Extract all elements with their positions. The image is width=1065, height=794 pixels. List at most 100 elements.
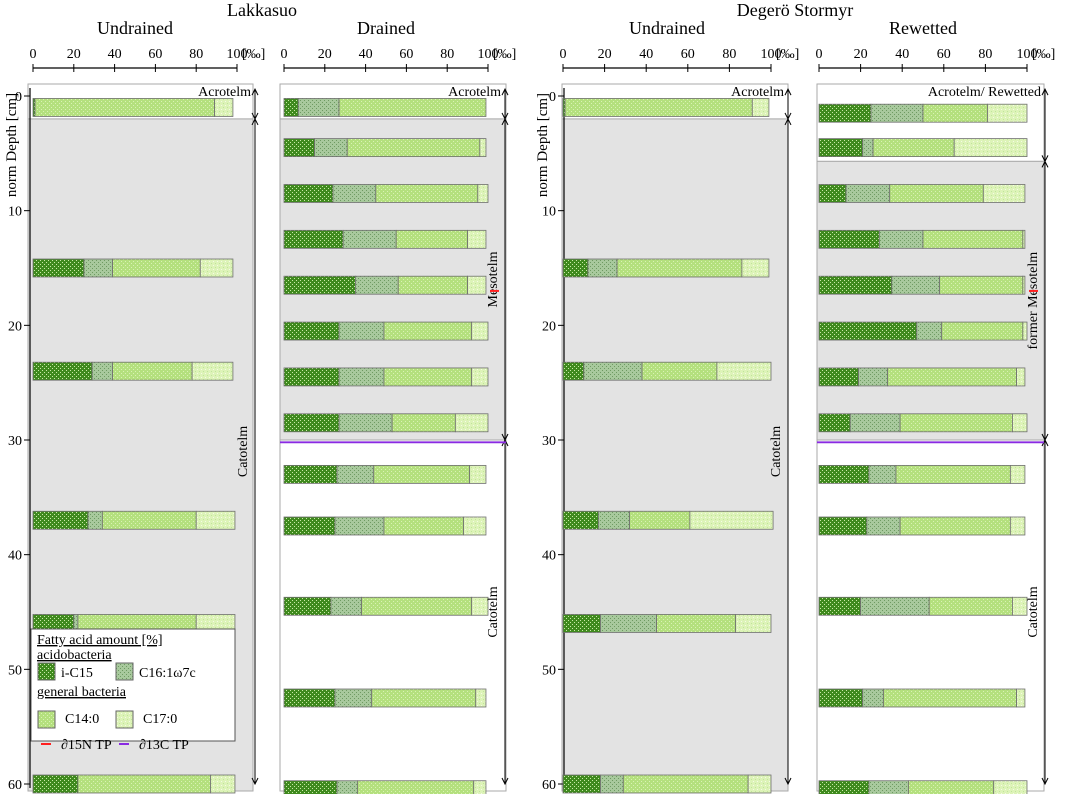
bar-segment-C17 <box>477 184 489 203</box>
bar-segment-C14 <box>629 510 691 530</box>
x-tick-label: 100 <box>478 47 499 62</box>
bar-segment-C17 <box>1016 688 1026 708</box>
bar-segment-C17 <box>1022 229 1026 249</box>
bar-segment-iC15 <box>283 413 340 433</box>
y-tick-label: 40 <box>8 549 22 564</box>
bar-segment-C16 <box>314 138 348 158</box>
bar-segment-C16 <box>600 774 624 794</box>
bar-segment-C14 <box>361 596 473 616</box>
x-tick-label: 100 <box>227 47 248 62</box>
site-title-degero: Degerö Stormyr <box>737 0 853 20</box>
bar-segment-C14 <box>887 367 1018 387</box>
bar-segment-C16 <box>338 413 393 433</box>
bar-segment-C14 <box>77 774 211 794</box>
bar-segment-C14 <box>375 184 479 203</box>
bar-segment-C17 <box>475 688 487 708</box>
bar-segment-C14 <box>899 413 1013 433</box>
bar-segment-C16 <box>334 688 373 708</box>
bar-segment-C16 <box>583 361 643 381</box>
x-tick-label: 80 <box>978 47 992 62</box>
bar-segment-iC15 <box>32 774 79 794</box>
bar-segment-C16 <box>868 780 909 794</box>
zone-arrow-head-bottom <box>1041 777 1049 786</box>
legend-label-iC15: i-C15 <box>61 666 93 681</box>
bar-segment-iC15 <box>32 258 85 278</box>
bar-segment-C17 <box>467 275 487 295</box>
bar-segment-C14 <box>391 413 456 433</box>
bar-segment-C14 <box>357 780 475 794</box>
bar-segment-iC15 <box>818 596 861 616</box>
bar-segment-C14 <box>395 229 469 249</box>
bar-segment-C17 <box>210 774 236 794</box>
bar-segment-C17 <box>471 367 489 387</box>
bar-segment-C14 <box>338 98 487 117</box>
bar-segment-C16 <box>866 516 901 536</box>
bar-segment-iC15 <box>562 614 601 633</box>
legend: Fatty acid amount [%] acidobacteria i-C1… <box>30 628 236 753</box>
bar-segment-C17 <box>471 596 489 616</box>
panel-4: 0 20 40 60 80 100[‰] Rewetted Acrotelm/ Rewette… <box>816 18 1055 794</box>
x-tick-label: 20 <box>67 47 81 62</box>
x-unit-label: [‰] <box>493 47 516 62</box>
bar-segment-C14 <box>371 688 477 708</box>
y-tick-label: 10 <box>8 205 22 220</box>
bar-segment-iC15 <box>818 367 859 387</box>
y-tick-label: 10 <box>542 205 556 220</box>
x-tick-label: 60 <box>681 47 695 62</box>
bar-segment-C16 <box>336 464 375 484</box>
zone-label: Catotelm <box>1026 586 1041 637</box>
bar-segment-iC15 <box>818 229 880 249</box>
bar-segment-iC15 <box>283 780 338 794</box>
panel-title: Undrained <box>97 18 173 38</box>
bar-segment-iC15 <box>283 464 338 484</box>
legend-label-c-tp: ∂13C TP <box>139 738 189 753</box>
legend-swatch-C14 <box>37 710 56 729</box>
x-tick-label: 100 <box>761 47 782 62</box>
bar-segment-iC15 <box>562 258 589 278</box>
bar-segment-C17 <box>467 229 487 249</box>
bar-segment-iC15 <box>32 510 89 530</box>
zone-arrow-head-bottom <box>784 777 792 786</box>
x-tick-label: 0 <box>816 47 823 62</box>
bar-segment-iC15 <box>283 184 334 203</box>
bar-segment-C14 <box>346 138 481 158</box>
bar-segment-C14 <box>922 103 988 123</box>
zone-arrow-head-top <box>501 438 509 447</box>
x-tick-label: 60 <box>148 47 162 62</box>
bar-segment-C14 <box>616 258 743 278</box>
zone-label: Acrotelm <box>198 85 251 100</box>
bar-segment-C16 <box>597 510 630 530</box>
x-tick-label: 60 <box>937 47 951 62</box>
zone-label: Catotelm <box>486 586 501 637</box>
bar-segment-C16 <box>332 184 377 203</box>
zone-arrow-head-top <box>1041 160 1049 168</box>
bar-segment-iC15 <box>818 413 851 433</box>
zone-arrow-head-top <box>784 88 792 96</box>
bar-segment-C17 <box>747 774 772 794</box>
x-tick-label: 20 <box>318 47 332 62</box>
bar-segment-C16 <box>868 464 897 484</box>
bar-segment-C16 <box>338 367 385 387</box>
site-title-lakkasuo: Lakkasuo <box>227 0 297 20</box>
bar-segment-C17 <box>1009 516 1026 536</box>
zone-arrow-head-top <box>1041 438 1049 447</box>
bar-segment-C14 <box>34 98 215 117</box>
x-unit-label: [‰] <box>242 47 265 62</box>
x-tick-label: 80 <box>722 47 736 62</box>
zone-label: Catotelm <box>769 426 784 477</box>
bar-segment-C17 <box>473 780 487 794</box>
bar-segment-iC15 <box>283 138 316 158</box>
zone-label: former Mesotelm <box>1026 252 1041 350</box>
bar-segment-C17 <box>982 184 1026 203</box>
bar-segment-C14 <box>656 614 737 633</box>
bar-segment-C17 <box>191 361 234 381</box>
bar-segment-C17 <box>463 516 487 536</box>
y-tick-label: 40 <box>542 549 556 564</box>
zone-label: Acrotelm <box>731 85 784 100</box>
bar-segment-C14 <box>899 516 1011 536</box>
bar-segment-C16 <box>336 780 358 794</box>
bar-segment-C14 <box>939 275 1024 295</box>
bar-segment-C17 <box>454 413 489 433</box>
x-tick-label: 60 <box>399 47 413 62</box>
